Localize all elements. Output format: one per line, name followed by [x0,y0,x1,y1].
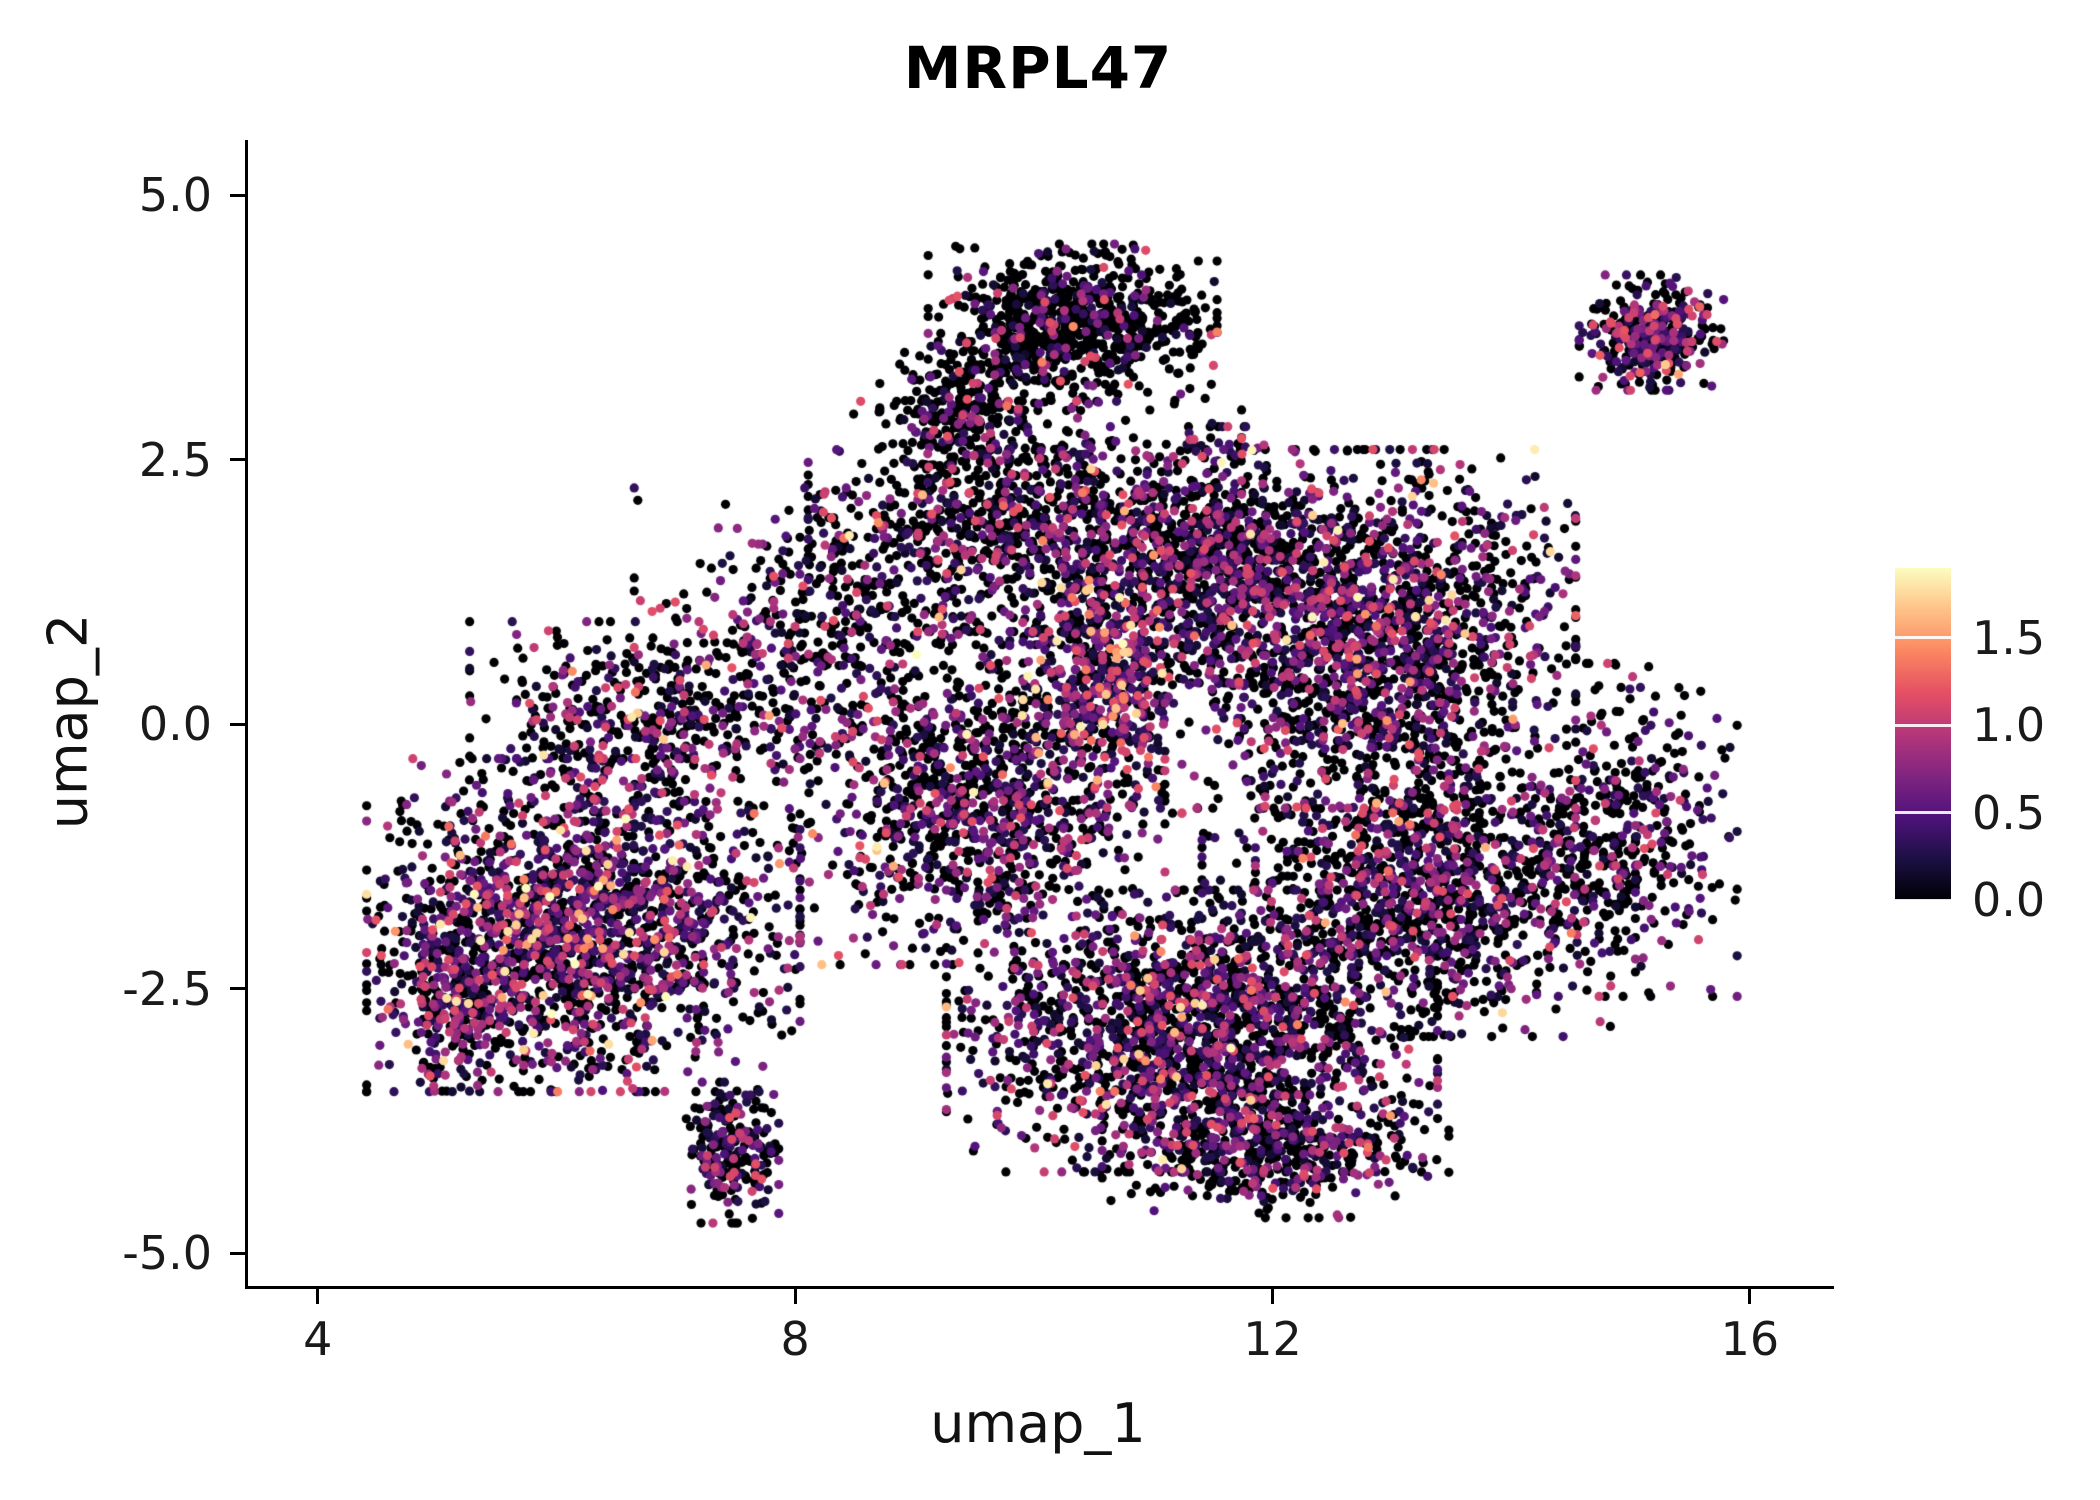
x-axis-label: umap_1 [930,1392,1146,1455]
x-tick-mark [1270,1289,1274,1304]
y-tick-mark [230,1251,245,1255]
colorbar [1895,568,1951,902]
colorbar-tick-label: 0.5 [1972,785,2046,840]
y-tick-mark [230,193,245,197]
colorbar-tick-mark [1895,636,1951,640]
x-tick-mark [1748,1289,1752,1304]
y-tick-label: -2.5 [122,961,212,1016]
y-tick-label: -5.0 [122,1226,212,1281]
colorbar-tick-label: 1.0 [1972,698,2046,753]
x-tick-label: 16 [1720,1312,1780,1366]
x-tick-label: 4 [303,1312,333,1366]
colorbar-tick-label: 0.0 [1972,873,2046,927]
colorbar-tick-mark [1895,898,1951,902]
y-tick-mark [230,458,245,462]
colorbar-tick-mark [1895,811,1951,815]
plot-title: MRPL47 [903,34,1173,102]
y-tick-mark [230,987,245,991]
x-tick-label: 12 [1243,1312,1302,1366]
colorbar-tick-mark [1895,723,1951,727]
plot-panel [245,140,1834,1289]
y-tick-label: 5.0 [138,168,212,223]
x-tick-label: 8 [780,1312,810,1366]
y-axis-label: umap_2 [36,613,100,830]
x-tick-mark [793,1289,797,1304]
y-tick-label: 2.5 [138,432,212,487]
colorbar-tick-label: 1.5 [1972,610,2046,665]
y-tick-mark [230,722,245,726]
y-tick-label: 0.0 [138,697,212,752]
x-tick-mark [316,1289,320,1304]
scatter-canvas [248,140,1834,1286]
